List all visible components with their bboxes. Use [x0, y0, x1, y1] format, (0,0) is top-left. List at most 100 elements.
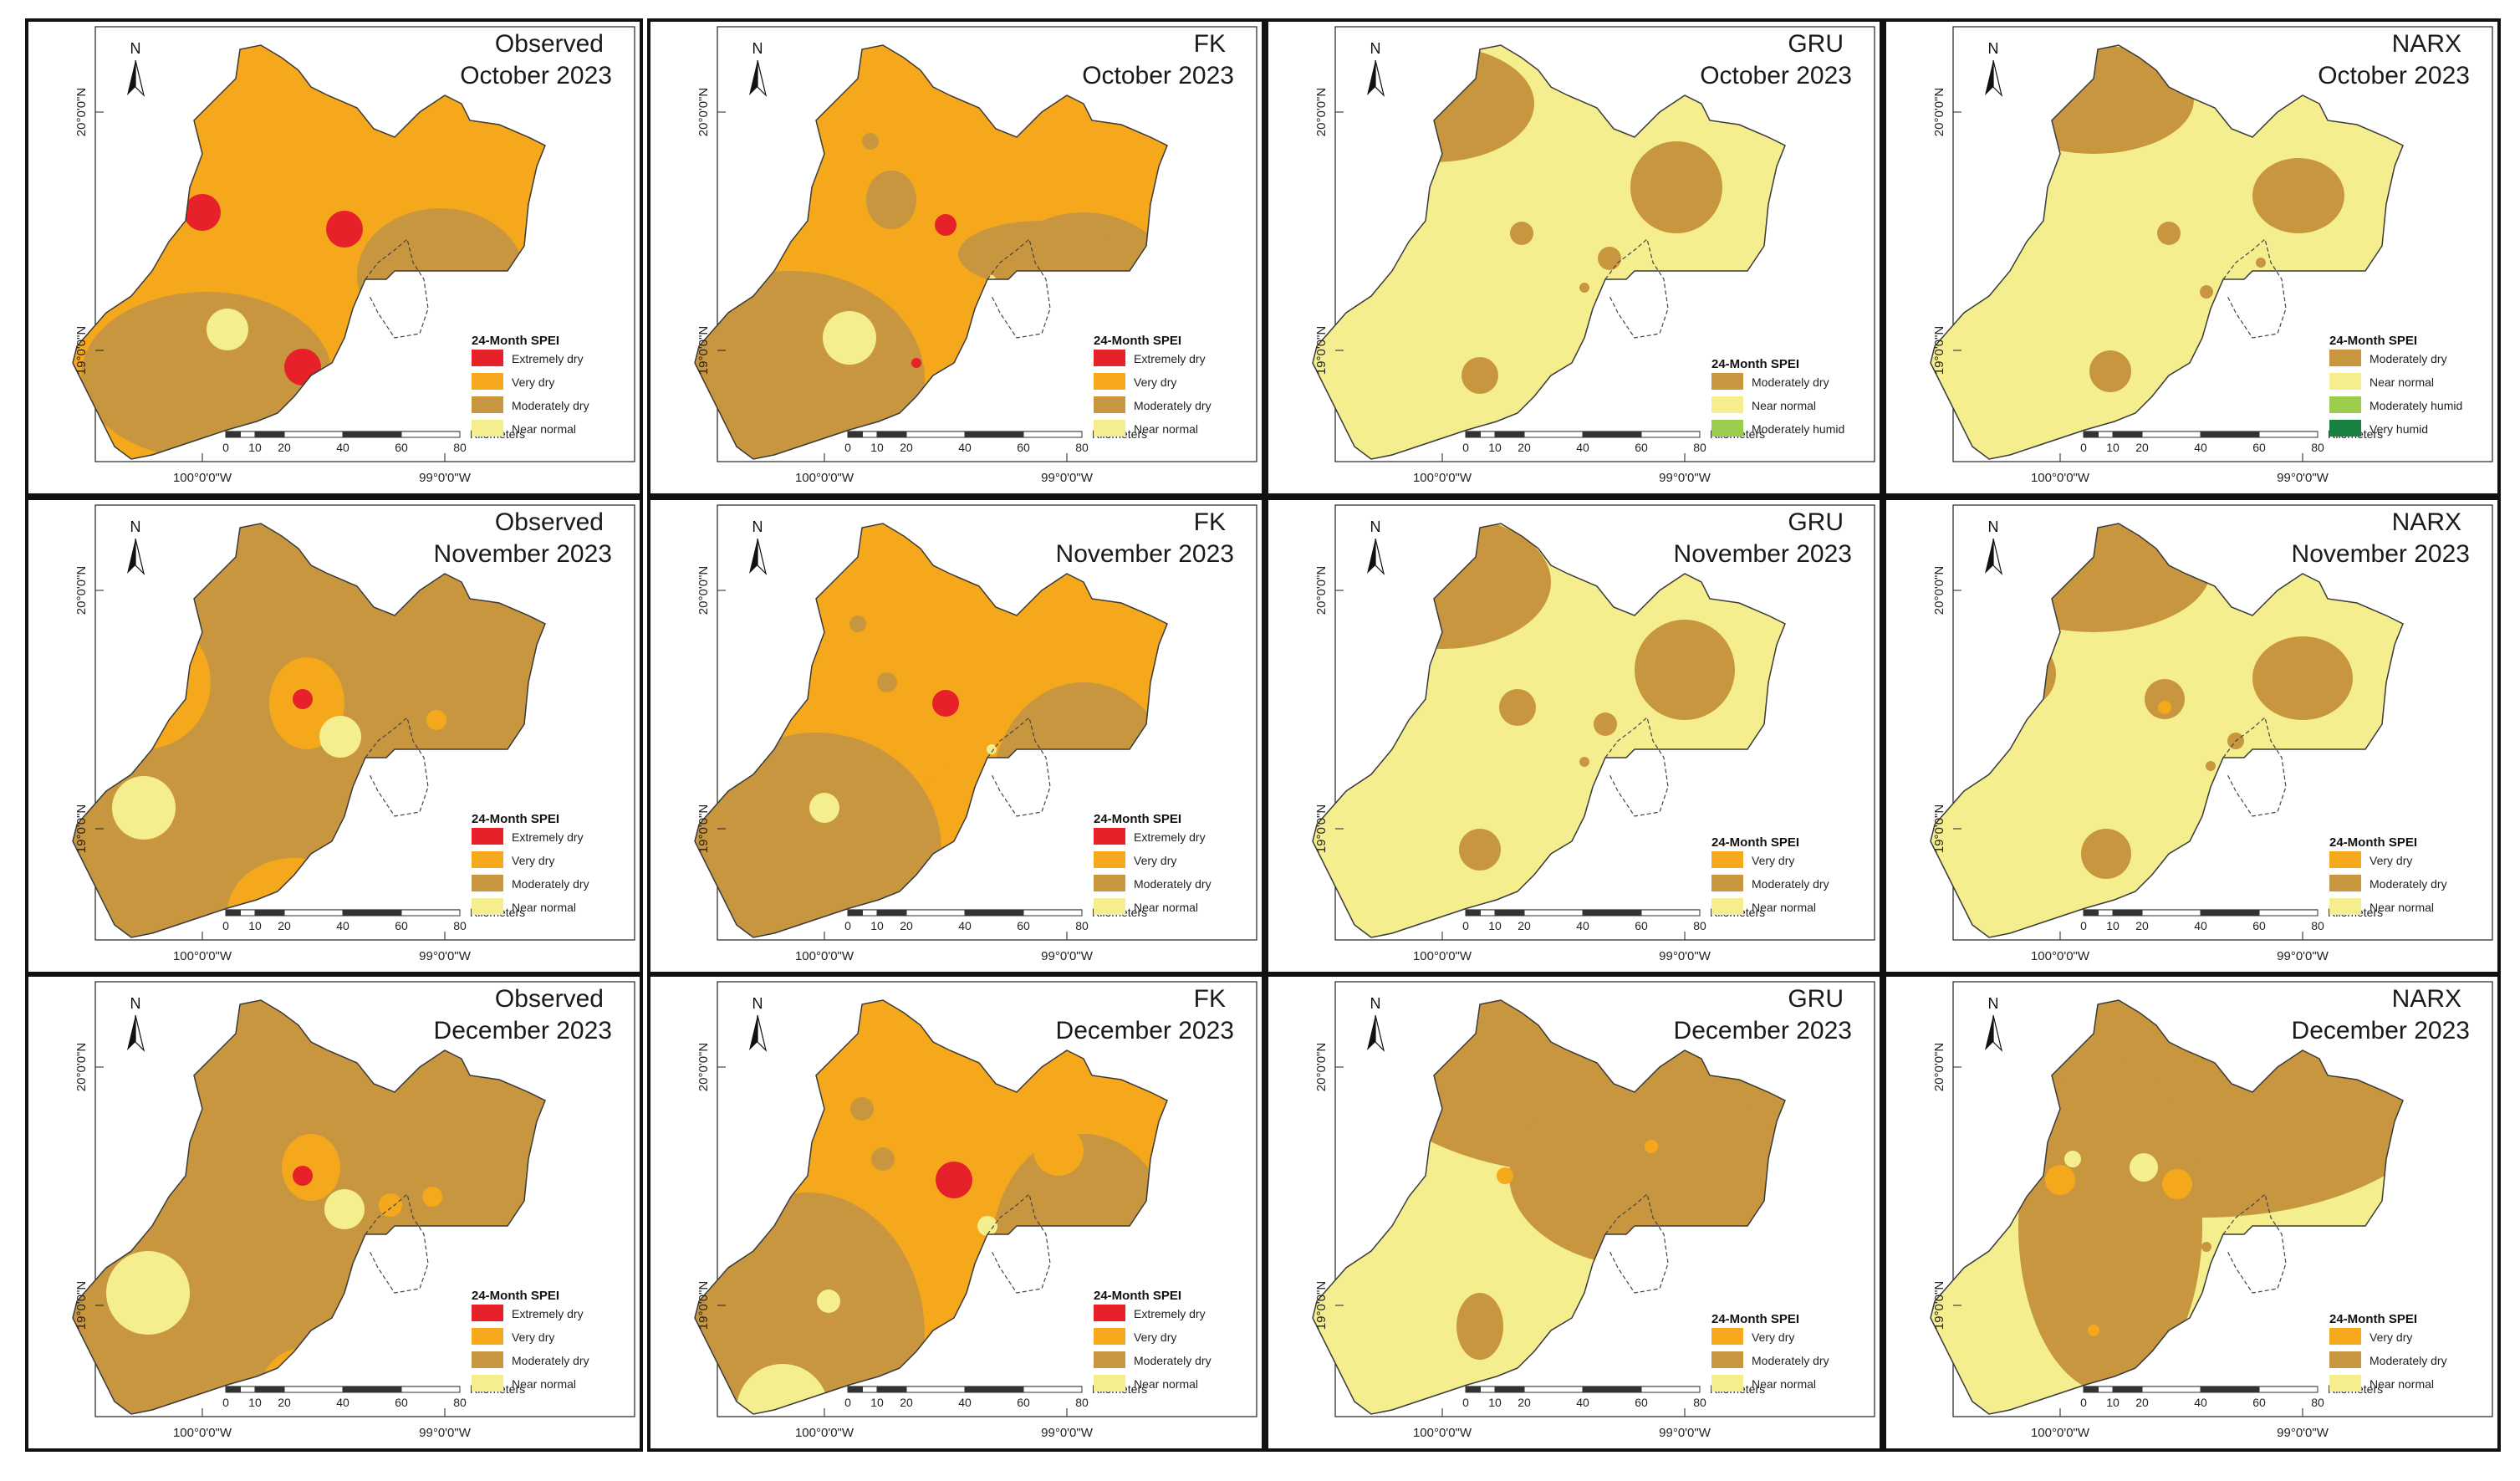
spei-zone-very_dry — [2045, 1165, 2075, 1195]
legend-swatch — [1711, 1351, 1743, 1368]
state-boundary — [1312, 44, 1786, 460]
legend-title: 24-Month SPEI — [1094, 1289, 1181, 1303]
longitude-label: 99°0'0"W — [1041, 1426, 1094, 1440]
scale-tick-label: 10 — [2106, 1396, 2120, 1409]
spei-zone-very_dry — [2088, 1325, 2099, 1336]
scale-tick-label: 0 — [844, 919, 851, 932]
spei-zone-moderately_dry — [2081, 829, 2131, 879]
scale-tick-label: 60 — [1635, 919, 1648, 932]
scale-tick-label: 80 — [2311, 1396, 2324, 1409]
north-arrow-icon: N — [1985, 40, 2003, 97]
scale-tick-label: 40 — [958, 919, 972, 932]
north-label: N — [130, 40, 141, 57]
longitude-label: 100°0'0"W — [1413, 949, 1472, 963]
spei-zone-extremely_dry — [932, 690, 959, 717]
legend-item-label: Moderately dry — [512, 877, 589, 891]
panel-model-title: GRU — [1788, 985, 1844, 1013]
longitude-label: 99°0'0"W — [2277, 949, 2329, 963]
legend-title: 24-Month SPEI — [1711, 357, 1799, 371]
legend-swatch — [472, 1328, 503, 1345]
scale-tick-label: 40 — [336, 1396, 349, 1409]
spei-zone-moderately_dry — [1579, 283, 1589, 293]
panel-month-title: December 2023 — [1674, 1017, 1852, 1044]
state-boundary — [1930, 44, 2404, 460]
spei-zone-very_dry — [1033, 1126, 1084, 1176]
state-boundary — [694, 999, 1168, 1415]
map-frame — [717, 26, 1257, 462]
legend-title: 24-Month SPEI — [1711, 835, 1799, 850]
spei-zone-very_dry — [2162, 1169, 2192, 1199]
spei-zone-moderately_dry — [2200, 285, 2213, 299]
legend-swatch — [2329, 1328, 2361, 1345]
north-arrow-icon: N — [1367, 40, 1385, 97]
map-frame — [1334, 504, 1875, 941]
legend-swatch — [1094, 875, 1125, 891]
latitude-label: 20°0'0"N — [1314, 566, 1329, 615]
scale-tick-label: 40 — [2194, 919, 2207, 932]
latitude-label: 20°0'0"N — [1932, 566, 1946, 615]
legend-item-label: Near normal — [512, 1377, 576, 1391]
longitude-label: 100°0'0"W — [173, 949, 232, 963]
spei-zone-very_dry — [379, 1193, 402, 1217]
north-arrow-icon: N — [1985, 518, 2003, 575]
north-label: N — [1988, 518, 1999, 535]
legend-title: 24-Month SPEI — [472, 812, 559, 826]
legend-item-label: Near normal — [1134, 901, 1198, 914]
spei-zone-extremely_dry — [326, 211, 363, 248]
legend: 24-Month SPEI Moderately dry Near normal Mo… — [2329, 334, 2462, 437]
scale-tick-label: 10 — [1488, 919, 1502, 932]
scale-tick-label: 20 — [2135, 441, 2149, 454]
spei-zone-moderately_dry — [2157, 222, 2181, 245]
legend-swatch — [2329, 898, 2361, 915]
legend-item-label: Near normal — [1134, 422, 1198, 436]
legend-swatch — [2329, 420, 2361, 437]
legend-swatch — [2329, 1375, 2361, 1392]
spei-zone-moderately_dry — [1598, 247, 1621, 270]
scale-tick-label: 60 — [1635, 441, 1648, 454]
legend-swatch — [472, 396, 503, 413]
legend-item-label: Moderately dry — [512, 1354, 589, 1367]
legend-item-label: Extremely dry — [512, 1307, 584, 1320]
legend-swatch — [1094, 1305, 1125, 1321]
latitude-label: 20°0'0"N — [1314, 88, 1329, 136]
map-panel: N Observed November 2023 20°0'0"N 19°0'0"N 10… — [25, 497, 643, 975]
legend-item-label: Moderately dry — [1752, 375, 1829, 389]
state-boundary — [1312, 523, 1786, 938]
scale-tick-label: 0 — [222, 919, 229, 932]
spei-zone-near_normal — [106, 1251, 190, 1335]
spei-zone-moderately_dry — [871, 1147, 895, 1171]
scale-tick-label: 60 — [1635, 1396, 1648, 1409]
legend-swatch — [1094, 1351, 1125, 1368]
scale-tick-label: 20 — [1518, 919, 1531, 932]
municipal-boundary — [987, 237, 1051, 339]
latitude-label: 19°0'0"N — [74, 326, 89, 375]
legend-title: 24-Month SPEI — [1094, 334, 1181, 348]
spei-zone-moderately_dry — [850, 1097, 874, 1121]
scale-tick-label: 20 — [2135, 919, 2149, 932]
north-arrow-icon: N — [749, 995, 768, 1052]
scale-tick-label: 20 — [900, 919, 913, 932]
spei-zone-extremely_dry — [911, 358, 921, 368]
municipal-boundary — [2222, 237, 2287, 339]
panel-model-title: GRU — [1788, 508, 1844, 536]
legend: 24-Month SPEI Extremely dry Very dry Modera… — [472, 334, 589, 437]
scale-tick-label: 20 — [278, 441, 291, 454]
spei-zone-very_dry — [422, 1187, 442, 1207]
north-label: N — [1988, 40, 1999, 57]
state-boundary — [1312, 999, 1786, 1415]
spei-zone-near_normal — [977, 1216, 997, 1236]
panel-month-title: October 2023 — [460, 62, 612, 89]
spei-zone-very_dry — [1497, 1167, 1513, 1184]
legend-item-label: Extremely dry — [512, 830, 584, 844]
spei-zone-moderately_dry — [877, 672, 897, 692]
scale-tick-label: 80 — [1075, 919, 1089, 932]
scale-tick-label: 20 — [2135, 1396, 2149, 1409]
scale-tick-label: 60 — [395, 919, 408, 932]
legend-swatch — [1094, 1328, 1125, 1345]
spei-zone-very_dry — [2158, 701, 2171, 714]
legend: 24-Month SPEI Very dry Moderately dry Near … — [2329, 835, 2447, 915]
legend: 24-Month SPEI Very dry Moderately dry Near … — [1711, 1312, 1829, 1392]
panel-model-title: Observed — [495, 30, 604, 58]
scale-tick-label: 10 — [870, 441, 884, 454]
latitude-label: 19°0'0"N — [74, 1281, 89, 1330]
